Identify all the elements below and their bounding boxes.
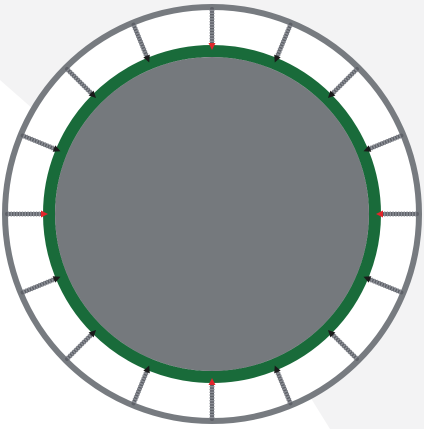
red-hook-8 [208, 378, 216, 385]
black-hook-5 [363, 276, 372, 283]
spring-13 [20, 133, 56, 151]
spring-2 [331, 67, 359, 95]
black-hook-2 [327, 90, 336, 99]
spring-10 [65, 333, 93, 361]
spring-1 [275, 22, 293, 58]
springs-group [5, 7, 419, 421]
hooks-group [41, 43, 383, 385]
spring-9 [131, 370, 149, 406]
red-hook-4 [376, 210, 383, 218]
black-hook-3 [363, 145, 372, 152]
black-hook-9 [143, 365, 150, 374]
black-hook-14 [88, 90, 97, 99]
black-hook-10 [88, 329, 97, 338]
black-hook-1 [274, 54, 281, 63]
black-hook-15 [143, 54, 150, 63]
black-hook-13 [52, 145, 61, 152]
spring-14 [65, 67, 93, 95]
spring-6 [331, 333, 359, 361]
spring-7 [275, 370, 293, 406]
spring-11 [20, 277, 56, 295]
black-hook-6 [327, 329, 336, 338]
red-hook-0 [208, 43, 216, 50]
jumping-mat [55, 57, 369, 371]
black-hook-7 [274, 365, 281, 374]
spring-3 [368, 133, 404, 151]
spring-5 [368, 277, 404, 295]
spring-15 [131, 22, 149, 58]
safety-pad-ring [43, 45, 381, 383]
red-hook-12 [41, 210, 48, 218]
black-hook-11 [52, 276, 61, 283]
